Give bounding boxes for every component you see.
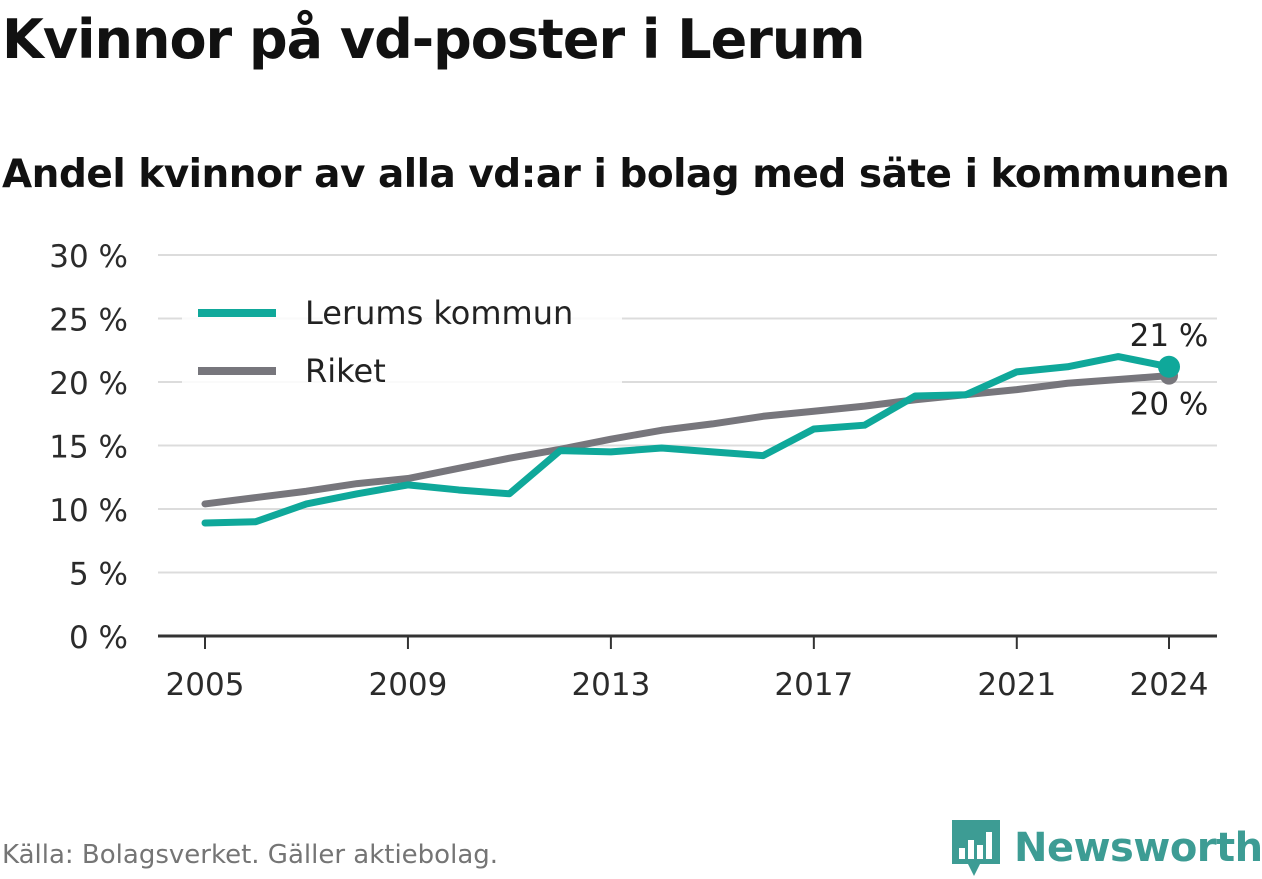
y-tick-label: 5 % — [69, 557, 128, 593]
end-label-riket: 20 % — [1130, 387, 1209, 423]
source-note: Källa: Bolagsverket. Gäller aktiebolag. — [2, 840, 499, 870]
x-tick-label: 2005 — [166, 667, 245, 703]
chart-subtitle: Andel kvinnor av alla vd:ar i bolag med … — [2, 152, 1230, 197]
y-tick-label: 25 % — [49, 303, 128, 339]
legend-label: Riket — [305, 352, 386, 390]
bar-chart-badge-icon — [952, 820, 1000, 876]
end-labels: 21 % 20 % — [1130, 318, 1209, 423]
y-axis-labels: 0 % 5 % 10 % 15 % 20 % 25 % 30 % — [49, 239, 128, 656]
brand-logo: Newsworthy — [950, 818, 1262, 878]
y-tick-label: 30 % — [49, 239, 128, 275]
x-axis: 2005 2009 2013 2017 2021 2024 — [158, 634, 1217, 703]
end-point-lerums-kommun — [1158, 355, 1180, 378]
end-label-lerums-kommun: 21 % — [1130, 318, 1209, 354]
chart-title: Kvinnor på vd-poster i Lerum — [2, 8, 866, 71]
series-lines — [201, 353, 1180, 527]
legend: Lerums kommun Riket — [182, 288, 622, 390]
brand-name: Newsworthy — [1014, 825, 1262, 871]
x-tick-label: 2021 — [977, 667, 1056, 703]
series-line-lerums-kommun — [201, 353, 1173, 527]
y-tick-label: 10 % — [49, 493, 128, 529]
y-tick-label: 0 % — [69, 620, 128, 656]
y-tick-label: 20 % — [49, 366, 128, 402]
x-tick-label: 2013 — [571, 667, 650, 703]
legend-label: Lerums kommun — [305, 294, 573, 332]
x-tick-label: 2009 — [368, 667, 447, 703]
y-tick-label: 15 % — [49, 430, 128, 466]
x-tick-label: 2017 — [774, 667, 853, 703]
series-line-riket — [201, 372, 1173, 508]
x-tick-label: 2024 — [1130, 667, 1209, 703]
